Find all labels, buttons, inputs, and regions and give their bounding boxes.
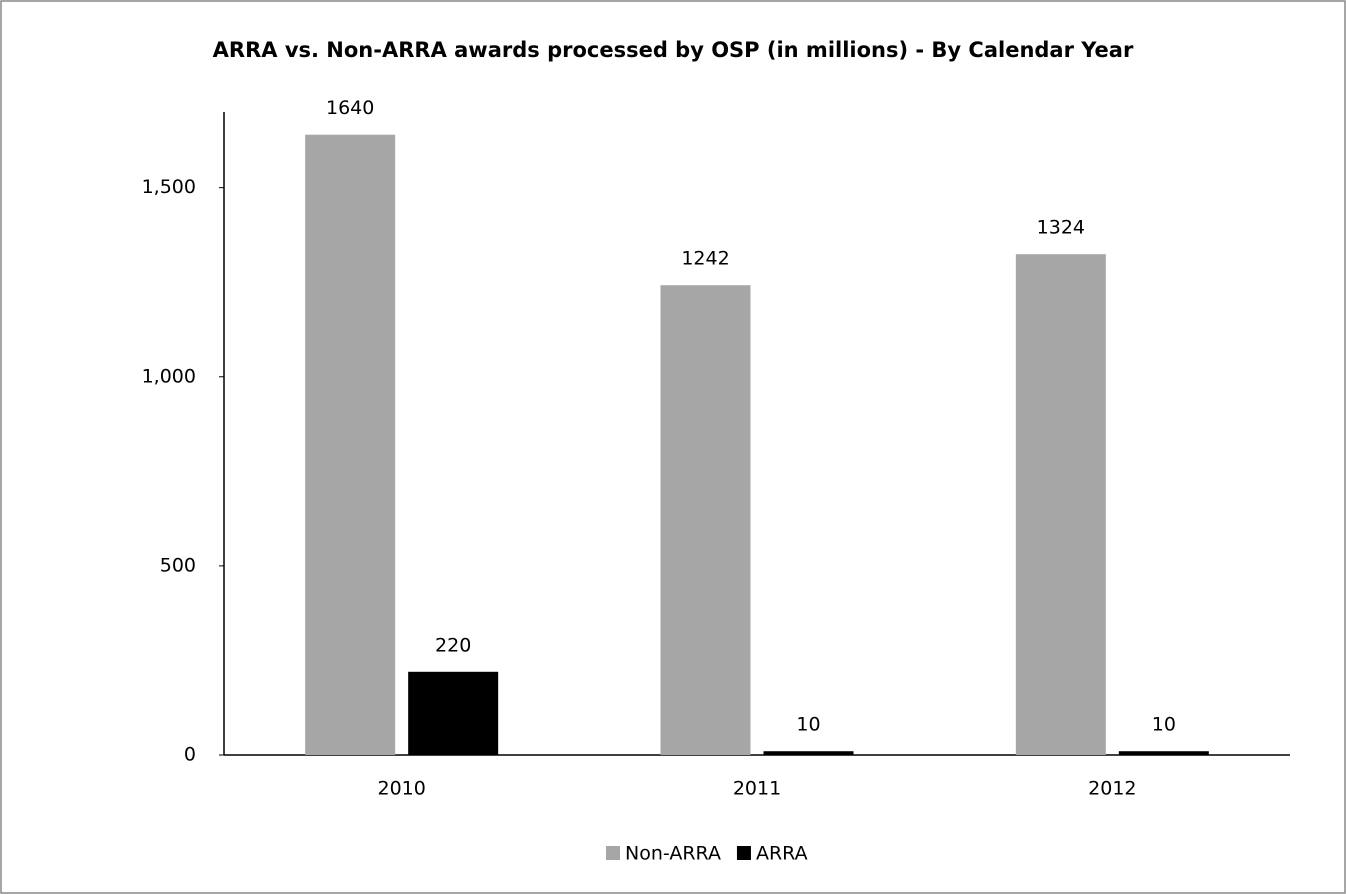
value-label: 220 xyxy=(435,634,471,656)
value-label: 10 xyxy=(1152,714,1176,736)
x-tick-label: 2011 xyxy=(733,778,781,800)
bar xyxy=(1118,751,1209,755)
chart-title: ARRA vs. Non-ARRA awards processed by OS… xyxy=(213,38,1134,62)
x-tick-label: 2012 xyxy=(1088,778,1136,800)
y-tick-label: 500 xyxy=(160,554,196,576)
legend-label: Non-ARRA xyxy=(625,843,721,865)
y-tick-label: 1,000 xyxy=(142,365,196,387)
bar xyxy=(408,671,499,755)
bar xyxy=(305,134,396,756)
bar xyxy=(763,751,854,755)
y-tick-label: 0 xyxy=(184,744,196,766)
value-label: 1324 xyxy=(1037,217,1085,239)
bar xyxy=(1015,254,1106,755)
legend-swatch xyxy=(606,846,620,860)
y-tick-label: 1,500 xyxy=(142,176,196,198)
value-label: 1242 xyxy=(681,248,729,270)
value-label: 1640 xyxy=(326,97,374,119)
value-label: 10 xyxy=(796,714,820,736)
legend-label: ARRA xyxy=(756,843,808,865)
legend-swatch xyxy=(736,846,751,860)
bar xyxy=(660,285,751,755)
x-tick-label: 2010 xyxy=(377,778,425,800)
